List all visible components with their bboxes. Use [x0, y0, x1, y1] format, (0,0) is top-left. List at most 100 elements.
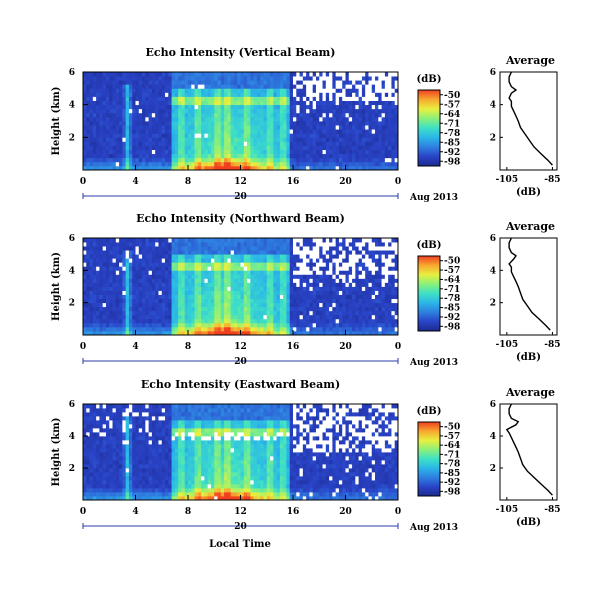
heatmap-cell: [122, 270, 127, 275]
heatmap-cell: [220, 246, 225, 251]
heatmap-cell: [358, 238, 363, 243]
heatmap-cell: [158, 96, 163, 101]
heatmap-cell: [289, 254, 294, 259]
heatmap-cell: [148, 165, 153, 171]
heatmap-cell: [348, 310, 353, 316]
heatmap-cell: [119, 294, 123, 300]
heatmap-cell: [273, 270, 277, 275]
heatmap-cell: [201, 242, 205, 247]
heatmap-cell: [296, 242, 300, 247]
heatmap-cell: [227, 314, 232, 320]
heatmap-cell: [243, 112, 248, 118]
heatmap-cell: [289, 80, 294, 85]
colorbar-tick-label: -57: [444, 100, 460, 110]
heatmap-cell: [191, 112, 195, 118]
heatmap-cell: [355, 84, 360, 89]
heatmap-cell: [99, 322, 104, 328]
heatmap-cell: [194, 112, 199, 118]
heatmap-cell: [201, 314, 205, 320]
heatmap-cell: [201, 125, 205, 130]
heatmap-cell: [161, 153, 166, 159]
heatmap-cell: [197, 161, 202, 167]
heatmap-cell: [378, 286, 382, 291]
heatmap-cell: [309, 121, 314, 126]
heatmap-cell: [391, 274, 396, 279]
heatmap-cell: [105, 480, 110, 485]
heatmap-cell: [178, 116, 182, 122]
heatmap-cell: [86, 137, 90, 142]
heatmap-cell: [233, 129, 238, 134]
heatmap-cell: [115, 161, 120, 167]
heatmap-cell: [312, 153, 317, 159]
heatmap-cell: [247, 306, 251, 312]
heatmap-cell: [355, 116, 360, 122]
heatmap-cell: [92, 242, 97, 247]
heatmap-cell: [352, 306, 356, 312]
colorbar-tick-label: -71: [444, 285, 460, 295]
heatmap-cell: [210, 76, 215, 81]
heatmap-cell: [270, 270, 274, 275]
heatmap-cell: [302, 326, 307, 332]
heatmap-cell: [188, 108, 192, 114]
heatmap-cell: [204, 310, 209, 316]
heatmap-cell: [270, 104, 274, 110]
heatmap-cell: [256, 254, 261, 259]
heatmap-cell: [266, 76, 271, 81]
heatmap-cell: [302, 165, 307, 171]
heatmap-cell: [309, 104, 314, 110]
heatmap-cell: [306, 161, 310, 167]
heatmap-cell: [89, 121, 94, 126]
heatmap-cell: [276, 100, 281, 106]
heatmap-cell: [197, 129, 202, 134]
heatmap-cell: [194, 157, 199, 163]
heatmap-cell: [352, 96, 356, 101]
heatmap-cell: [247, 149, 251, 155]
heatmap-cell: [96, 408, 100, 413]
heatmap-cell: [296, 112, 300, 118]
heatmap-cell: [329, 270, 333, 275]
heatmap-cell: [306, 258, 310, 263]
heatmap-cell: [171, 96, 176, 101]
heatmap-cell: [102, 404, 107, 409]
heatmap-cell: [240, 298, 245, 304]
heatmap-cell: [109, 270, 113, 275]
heatmap-cell: [375, 282, 379, 287]
heatmap-cell: [384, 246, 389, 251]
heatmap-cell: [266, 302, 271, 308]
heatmap-cell: [256, 326, 261, 332]
heatmap-cell: [220, 254, 225, 259]
heatmap-cell: [348, 290, 353, 295]
heatmap-cell: [158, 76, 163, 81]
heatmap-cell: [233, 145, 238, 150]
heatmap-cell: [220, 108, 225, 114]
heatmap-cell: [102, 476, 107, 481]
heatmap-cell: [361, 310, 366, 316]
heatmap-cell: [171, 270, 176, 275]
heatmap-cell: [250, 290, 255, 295]
heatmap-cell: [348, 278, 353, 283]
heatmap-cell: [302, 298, 307, 304]
heatmap-cell: [358, 141, 363, 146]
heatmap-cell: [352, 116, 356, 122]
heatmap-cell: [151, 274, 156, 279]
heatmap-cell: [109, 282, 113, 287]
heatmap-cell: [102, 420, 107, 425]
heatmap-cell: [283, 290, 287, 295]
heatmap-cell: [388, 246, 392, 251]
heatmap-cell: [352, 141, 356, 146]
heatmap-cell: [309, 112, 314, 118]
heatmap-cell: [237, 80, 241, 85]
heatmap-cell: [217, 88, 222, 93]
heatmap-cell: [92, 84, 97, 89]
heatmap-cell: [105, 448, 110, 453]
heatmap-cell: [161, 318, 166, 324]
heatmap-cell: [155, 100, 159, 106]
heatmap-cell: [184, 258, 189, 263]
heatmap-cell: [391, 84, 396, 89]
heatmap-cell: [302, 145, 307, 150]
heatmap-cell: [83, 330, 87, 336]
heatmap-cell: [128, 330, 133, 336]
heatmap-cell: [371, 145, 376, 150]
heatmap-cell: [371, 242, 376, 247]
heatmap-cell: [384, 298, 389, 304]
